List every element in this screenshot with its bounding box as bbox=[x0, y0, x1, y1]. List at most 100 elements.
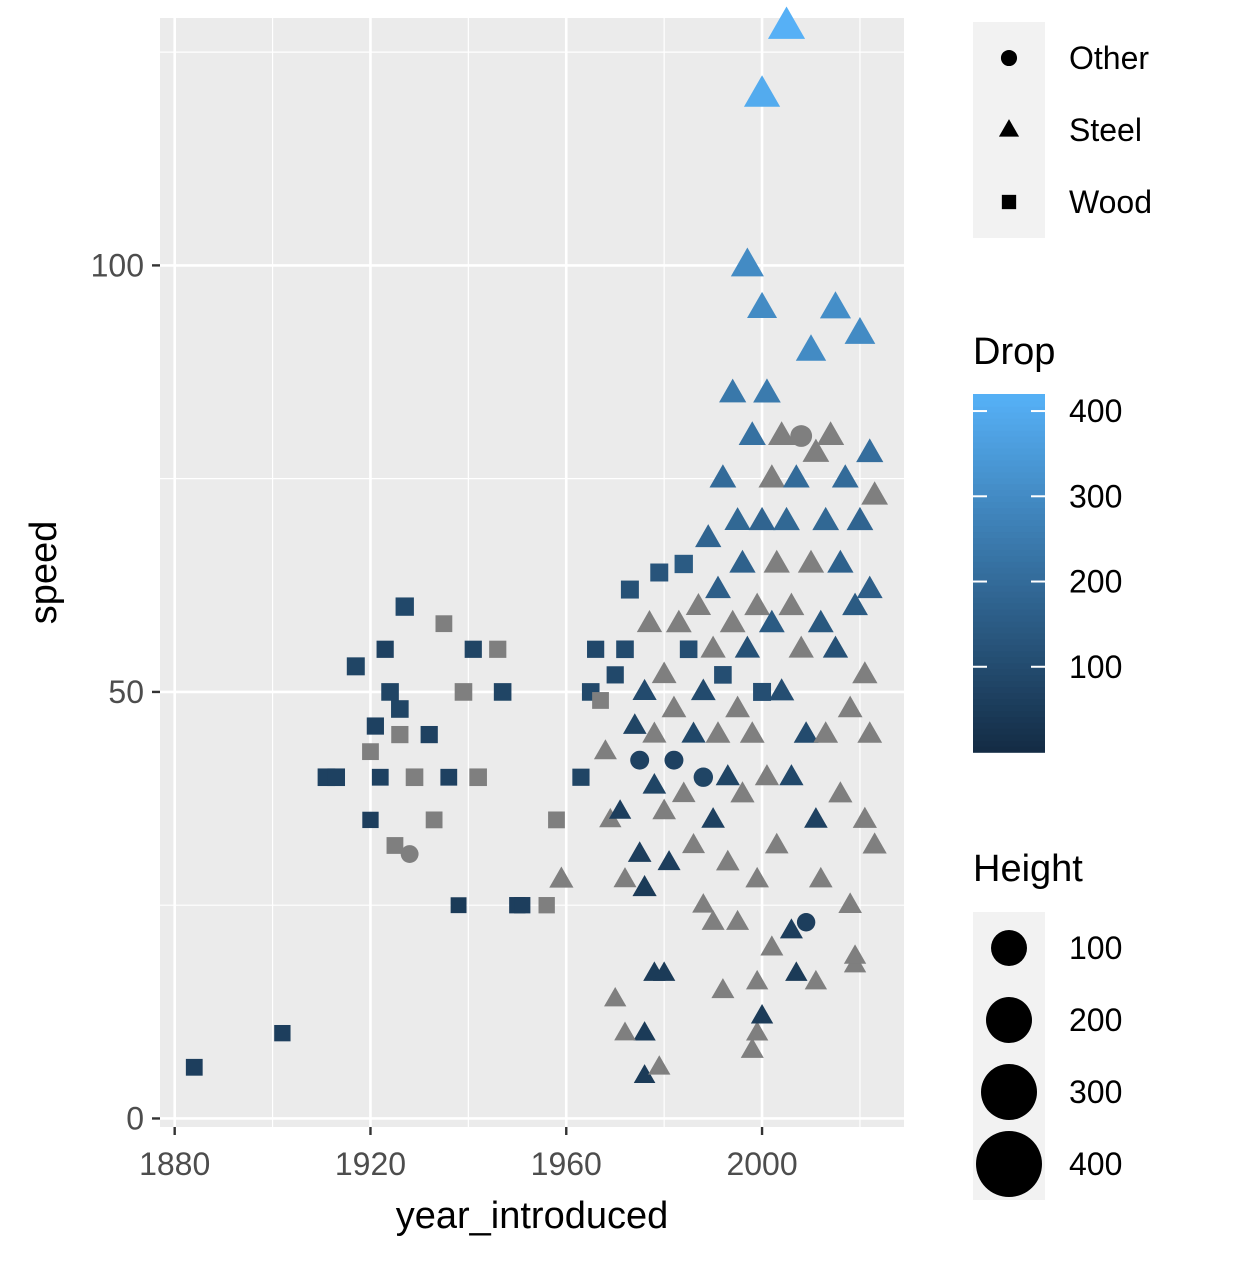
colorbar-segment bbox=[973, 596, 1045, 604]
data-point bbox=[797, 549, 825, 573]
data-point bbox=[405, 768, 424, 787]
data-point bbox=[748, 506, 776, 531]
data-point bbox=[768, 421, 796, 446]
data-point bbox=[692, 893, 715, 913]
data-point bbox=[632, 678, 657, 700]
colorbar-segment bbox=[973, 650, 1045, 658]
data-point bbox=[705, 721, 731, 743]
size-legend-label: 200 bbox=[1069, 1002, 1122, 1038]
data-point bbox=[779, 764, 804, 786]
data-point bbox=[642, 721, 667, 743]
data-point bbox=[842, 592, 868, 616]
data-point bbox=[843, 944, 867, 964]
colorbar-segment bbox=[973, 608, 1045, 616]
colorbar-segment bbox=[973, 692, 1045, 700]
data-point bbox=[362, 811, 379, 829]
colorbar-segment bbox=[973, 394, 1045, 401]
color-legend-label: 300 bbox=[1069, 478, 1122, 514]
data-point bbox=[725, 695, 750, 718]
data-point bbox=[701, 909, 725, 930]
data-point bbox=[464, 640, 482, 658]
colorbar-segment bbox=[973, 668, 1045, 676]
data-point bbox=[493, 683, 512, 701]
data-point bbox=[738, 421, 766, 446]
data-point bbox=[795, 334, 827, 361]
colorbar-segment bbox=[973, 549, 1045, 556]
color-legend-label: 200 bbox=[1069, 564, 1122, 600]
data-point bbox=[381, 683, 399, 701]
colorbar-segment bbox=[973, 704, 1045, 712]
data-point bbox=[489, 640, 507, 658]
data-point bbox=[604, 986, 627, 1007]
size-legend-title: Height bbox=[973, 848, 1083, 890]
data-point bbox=[425, 811, 443, 829]
data-point bbox=[758, 609, 785, 633]
colorbar-segment bbox=[973, 662, 1045, 670]
colorbar-segment bbox=[973, 399, 1045, 407]
data-point bbox=[753, 682, 772, 701]
colorbar-segment bbox=[973, 471, 1045, 479]
data-point bbox=[391, 700, 409, 718]
x-tick-label: 2000 bbox=[726, 1146, 797, 1182]
colorbar-segment bbox=[973, 441, 1045, 449]
y-tick-label: 100 bbox=[91, 247, 144, 283]
data-point bbox=[435, 615, 453, 633]
colorbar-segment bbox=[973, 435, 1045, 443]
data-point bbox=[796, 913, 816, 932]
data-point bbox=[822, 635, 849, 658]
data-point bbox=[661, 695, 687, 718]
colorbar-segment bbox=[973, 722, 1045, 729]
data-point bbox=[790, 425, 813, 447]
data-point bbox=[701, 807, 725, 828]
size-legend-label: 400 bbox=[1069, 1146, 1122, 1182]
data-point bbox=[420, 725, 438, 744]
data-point bbox=[734, 635, 761, 658]
data-point bbox=[828, 781, 853, 803]
colorbar-segment bbox=[973, 644, 1045, 652]
size-legend-circle bbox=[991, 930, 1027, 966]
data-point bbox=[454, 683, 473, 701]
data-point bbox=[700, 635, 726, 658]
data-point bbox=[366, 717, 384, 735]
colorbar-segment bbox=[973, 453, 1045, 461]
data-point bbox=[620, 580, 639, 599]
data-point bbox=[593, 739, 617, 760]
data-point bbox=[627, 841, 652, 862]
data-point bbox=[729, 549, 756, 573]
colorbar-segment bbox=[973, 531, 1045, 538]
data-point bbox=[648, 1055, 671, 1075]
colorbar-segment bbox=[973, 614, 1045, 622]
data-point bbox=[614, 1021, 636, 1041]
data-point bbox=[837, 695, 863, 718]
data-point bbox=[793, 721, 819, 743]
size-legend-label: 100 bbox=[1069, 930, 1122, 966]
data-point bbox=[764, 832, 789, 854]
data-point bbox=[682, 833, 706, 854]
shape-legend-label: Steel bbox=[1069, 112, 1142, 148]
data-point bbox=[711, 978, 735, 999]
colorbar-segment bbox=[973, 447, 1045, 455]
colorbar-segment bbox=[973, 405, 1045, 413]
data-point bbox=[754, 764, 780, 786]
data-point bbox=[652, 798, 676, 820]
color-legend-label: 400 bbox=[1069, 393, 1122, 429]
axes: 1880 1920 1960 2000 0 50 100 year_introduced spe… bbox=[23, 247, 798, 1237]
data-point bbox=[807, 609, 834, 633]
colorbar-segment bbox=[973, 728, 1045, 735]
y-axis-title: speed bbox=[23, 521, 65, 625]
legends: Other Steel Wood Drop 100 200 300 400 Height 100 2… bbox=[973, 22, 1152, 1200]
data-point bbox=[633, 1021, 656, 1041]
colorbar-segment bbox=[973, 626, 1045, 634]
data-point bbox=[844, 317, 876, 344]
colorbar-segment bbox=[973, 525, 1045, 533]
plot-panel bbox=[160, 18, 904, 1127]
data-point bbox=[852, 806, 877, 828]
colorbar-segment bbox=[973, 459, 1045, 467]
data-point bbox=[709, 464, 737, 488]
colorbar-segment bbox=[973, 537, 1045, 544]
data-point bbox=[346, 657, 365, 676]
shape-legend-label: Wood bbox=[1069, 184, 1152, 220]
colorbar-segment bbox=[973, 680, 1045, 688]
colorbar-segment bbox=[973, 632, 1045, 640]
